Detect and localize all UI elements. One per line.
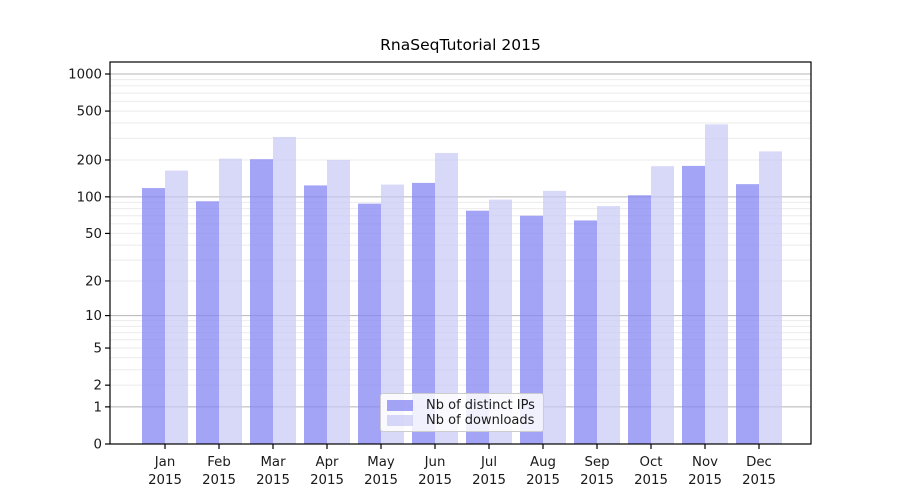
y-tick-label: 5	[94, 342, 102, 357]
x-tick-label: Nov 2015	[688, 455, 722, 488]
bar-jan-distinct-ips	[142, 188, 165, 444]
legend: Nb of distinct IPs Nb of downloads	[380, 393, 544, 432]
bar-dec-downloads	[759, 151, 782, 445]
bar-may-downloads	[381, 184, 404, 444]
x-tick-label: Feb 2015	[202, 455, 236, 488]
bar-oct-distinct-ips	[628, 195, 651, 444]
chart-title: RnaSeqTutorial 2015	[380, 36, 541, 54]
x-tick-label: May 2015	[364, 455, 398, 488]
bar-jul-downloads	[489, 199, 512, 444]
y-tick-label: 20	[85, 274, 102, 289]
bar-nov-distinct-ips	[682, 165, 705, 445]
y-tick-label: 2	[94, 379, 102, 394]
bar-jun-downloads	[435, 152, 458, 444]
legend-swatch-downloads	[387, 415, 413, 426]
bar-jun-distinct-ips	[412, 182, 435, 444]
y-tick-label: 100	[77, 190, 102, 205]
bar-jul-distinct-ips	[466, 210, 489, 444]
legend-item-distinct-ips: Nb of distinct IPs	[387, 398, 537, 413]
bar-aug-downloads	[543, 190, 566, 444]
bar-dec-distinct-ips	[736, 184, 759, 444]
bar-jan-downloads	[165, 170, 188, 445]
legend-label-distinct-ips: Nb of distinct IPs	[426, 398, 535, 413]
x-tick-label: Apr 2015	[310, 455, 344, 488]
y-tick-label: 200	[77, 153, 102, 168]
bar-feb-distinct-ips	[196, 201, 219, 444]
legend-swatch-distinct-ips	[387, 400, 413, 411]
y-tick-label: 10	[85, 309, 102, 324]
bar-oct-downloads	[651, 166, 674, 444]
bar-apr-distinct-ips	[304, 185, 327, 444]
bar-sep-distinct-ips	[574, 220, 597, 444]
x-tick-label: Sep 2015	[580, 455, 614, 488]
x-tick-label: Mar 2015	[256, 455, 290, 488]
y-tick-label: 0	[94, 438, 102, 453]
y-tick-label: 1	[94, 400, 102, 415]
plot-border	[109, 61, 812, 445]
x-tick-label: Dec 2015	[742, 455, 776, 488]
y-tick-label: 1000	[68, 68, 102, 83]
legend-label-downloads: Nb of downloads	[426, 413, 535, 428]
bar-apr-downloads	[327, 159, 350, 444]
x-tick-label: Jan 2015	[148, 455, 182, 488]
x-tick-label: Jul 2015	[472, 455, 506, 488]
bar-feb-downloads	[219, 158, 242, 445]
bar-mar-distinct-ips	[250, 159, 273, 444]
bar-aug-distinct-ips	[520, 215, 543, 444]
y-tick-label: 50	[85, 227, 102, 242]
x-tick-label: Aug 2015	[526, 455, 560, 488]
bar-nov-downloads	[705, 124, 728, 444]
bar-mar-downloads	[273, 136, 296, 444]
bar-sep-downloads	[597, 206, 620, 444]
y-tick-label: 500	[77, 105, 102, 120]
legend-item-downloads: Nb of downloads	[387, 413, 537, 428]
x-tick-label: Jun 2015	[418, 455, 452, 488]
x-tick-label: Oct 2015	[634, 455, 668, 488]
bar-may-distinct-ips	[358, 203, 381, 444]
